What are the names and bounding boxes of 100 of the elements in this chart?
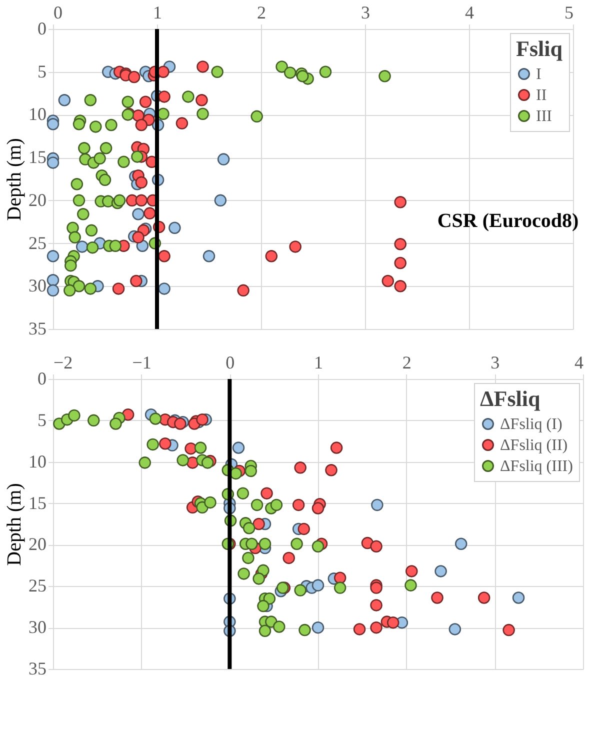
point [194, 442, 207, 454]
point [236, 487, 250, 500]
x-tick-label: −2 [54, 352, 73, 372]
point [394, 196, 406, 208]
y-tick-label: 10 [28, 104, 46, 124]
point [176, 454, 189, 466]
legend-title: Fsliq [516, 36, 564, 61]
x-tick-label: 1 [314, 352, 323, 372]
point [158, 250, 170, 262]
point [46, 284, 60, 297]
point [64, 259, 77, 272]
point [109, 240, 122, 252]
point [174, 418, 186, 430]
point [105, 118, 118, 132]
point [270, 498, 283, 512]
legend-title: ΔFsliq [480, 386, 542, 411]
point [131, 150, 144, 163]
y-tick-label: 30 [28, 276, 46, 296]
y-tick-label: 10 [28, 451, 46, 472]
point [204, 496, 216, 509]
point [502, 624, 515, 636]
point [182, 90, 194, 103]
point [404, 579, 417, 592]
y-tick-label: 15 [28, 147, 46, 168]
point [232, 442, 245, 454]
point [135, 176, 148, 189]
legend-label: ΔFsliq (II) [500, 437, 568, 454]
legend-label: ΔFsliq (III) [500, 458, 573, 475]
point [85, 224, 98, 237]
point [158, 90, 170, 103]
point [139, 96, 152, 108]
point [86, 241, 99, 254]
point [90, 120, 102, 133]
x-tick-label: 0 [54, 2, 62, 22]
point [312, 502, 324, 514]
point [478, 592, 490, 604]
point [386, 616, 400, 629]
point [265, 250, 278, 262]
x-tick-label: 0 [226, 352, 235, 372]
x-tick-label: 2 [402, 352, 412, 372]
point [118, 156, 130, 168]
point [68, 231, 81, 244]
point [312, 579, 324, 592]
point [132, 208, 144, 220]
point [98, 174, 112, 186]
x-tick-label: 3 [361, 2, 370, 22]
point [371, 498, 384, 512]
point [294, 462, 306, 474]
point [325, 464, 338, 476]
y-tick-label: 5 [38, 61, 46, 82]
point [289, 240, 302, 253]
y-tick-label: 20 [28, 534, 46, 554]
point [112, 282, 125, 295]
y-tick-label: 0 [38, 368, 46, 388]
point [394, 256, 406, 270]
point [72, 280, 86, 292]
y-tick-label: 20 [28, 190, 46, 210]
point [312, 621, 324, 634]
y-tick-label: 35 [28, 658, 46, 678]
point [260, 487, 273, 500]
x-tick-label: −1 [132, 352, 152, 372]
point [77, 208, 90, 220]
point [454, 538, 468, 550]
legend-label: I [536, 66, 542, 83]
point [196, 413, 208, 426]
y-tick-label: 35 [28, 318, 46, 338]
point [78, 142, 90, 154]
point [113, 194, 126, 207]
x-tick-label: 4 [574, 352, 584, 372]
point [296, 70, 309, 82]
point [298, 624, 311, 636]
point [138, 456, 151, 469]
point [132, 231, 144, 244]
x-tick-label: 5 [564, 2, 574, 22]
point [257, 600, 270, 612]
point [250, 110, 263, 123]
point [70, 178, 84, 190]
point [168, 222, 181, 234]
point [370, 599, 382, 612]
point [202, 250, 216, 262]
point [382, 274, 394, 288]
point [135, 194, 148, 207]
point [294, 584, 306, 596]
point [448, 623, 462, 636]
point [334, 582, 346, 594]
x-tick-label: 2 [257, 2, 266, 22]
point [46, 118, 60, 130]
point [214, 194, 227, 207]
point [273, 620, 286, 633]
point [431, 592, 444, 604]
point [252, 518, 265, 530]
point [238, 568, 250, 580]
point [58, 94, 71, 106]
x-tick-label: 1 [153, 2, 162, 22]
point [258, 624, 272, 637]
point [378, 70, 391, 82]
point [250, 498, 264, 512]
point [196, 94, 208, 106]
legend-label: III [536, 108, 552, 125]
point [159, 438, 172, 450]
